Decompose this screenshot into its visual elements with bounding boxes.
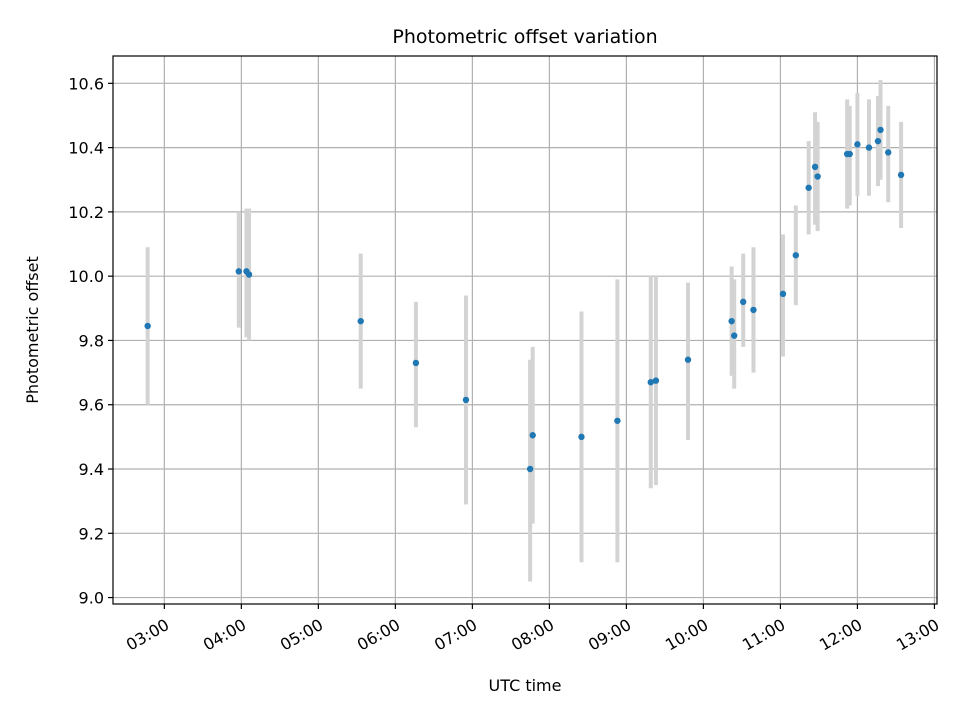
y-tick-label: 10.6 [68, 74, 104, 93]
data-point [865, 144, 873, 151]
data-point [357, 317, 364, 325]
data-point [792, 252, 800, 259]
data-point [526, 465, 534, 473]
data-points [144, 126, 905, 473]
data-point [739, 298, 747, 306]
data-point [652, 377, 660, 384]
data-point [245, 271, 253, 278]
data-point [731, 332, 738, 339]
y-axis-label: Photometric offset [23, 256, 42, 404]
data-point [144, 322, 151, 330]
data-point [614, 417, 621, 424]
data-point [877, 126, 884, 134]
data-point [728, 317, 735, 325]
chart-title: Photometric offset variation [392, 26, 657, 48]
data-point [897, 171, 905, 179]
y-tick-label: 9.4 [79, 460, 104, 479]
x-axis-label: UTC time [489, 676, 562, 695]
data-point [235, 268, 242, 275]
data-point [578, 433, 585, 441]
y-tick-label: 9.2 [79, 524, 104, 543]
data-point [854, 141, 861, 148]
y-tick-label: 10.2 [68, 203, 104, 222]
data-point [846, 150, 853, 158]
data-point [814, 173, 821, 180]
data-point [529, 432, 536, 439]
data-point [750, 306, 757, 314]
data-point [412, 359, 420, 367]
data-point [462, 396, 470, 404]
y-tick-label: 9.8 [79, 331, 104, 350]
plot-frame [112, 55, 938, 605]
data-point [885, 149, 892, 156]
data-point [811, 163, 819, 171]
data-point [684, 356, 692, 363]
data-point [647, 379, 654, 386]
data-point [805, 184, 812, 191]
data-point [874, 137, 882, 145]
grid [113, 56, 937, 604]
y-tick-label: 9.6 [79, 396, 104, 415]
y-tick-label: 9.0 [79, 589, 104, 608]
data-point [779, 290, 787, 298]
y-tick-label: 10.0 [68, 267, 104, 286]
y-tick-label: 10.4 [68, 139, 104, 158]
y-axis-ticks: 9.0 9.2 9.4 9.6 9.8 10.0 10.2 10.4 10.6 [68, 74, 113, 608]
